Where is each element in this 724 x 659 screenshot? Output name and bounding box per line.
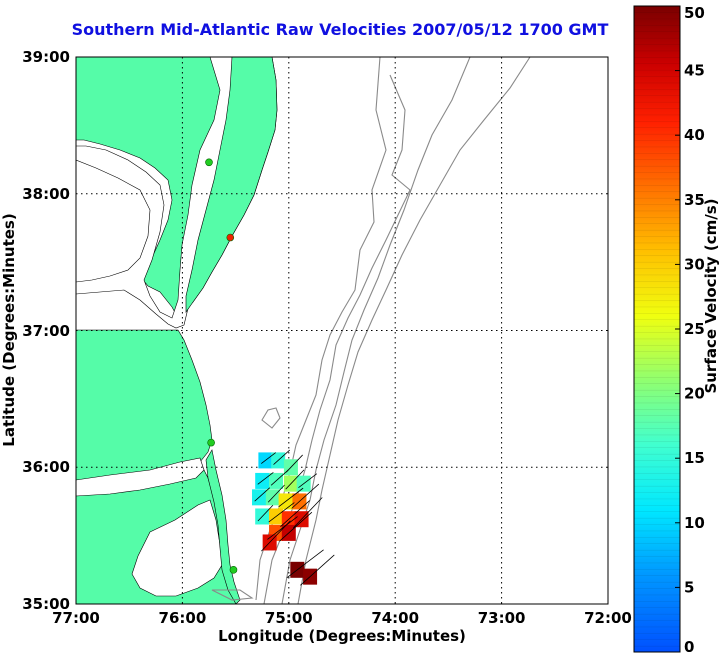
colorbar-bands bbox=[634, 6, 680, 652]
velocity-arrow bbox=[257, 472, 274, 485]
colorbar-tick-label: 5 bbox=[684, 578, 694, 596]
x-axis-label: Longitude (Degrees:Minutes) bbox=[218, 627, 466, 645]
velocity-arrow bbox=[279, 511, 313, 542]
station-marker bbox=[205, 158, 213, 167]
colorbar-tick-label: 40 bbox=[684, 126, 705, 144]
radar-stations bbox=[205, 158, 238, 574]
colorbar-tick-label: 45 bbox=[684, 62, 705, 80]
colorbar-ticks: 0 5 10 15 20 25 30 35 40 45 50 bbox=[675, 4, 705, 656]
velocity-arrow bbox=[291, 483, 320, 509]
colorbar-tick-label: 50 bbox=[684, 4, 705, 22]
map-title: Southern Mid-Atlantic Raw Velocities 200… bbox=[71, 20, 609, 39]
velocity-field bbox=[252, 449, 335, 586]
velocity-arrow bbox=[267, 484, 285, 503]
colorbar-tick-label: 25 bbox=[684, 320, 705, 338]
x-axis: 77:00 76:00 75:00 74:00 73:00 72:00 Long… bbox=[52, 609, 632, 645]
velocity-arrow bbox=[300, 554, 335, 586]
x-tick-label: 76:00 bbox=[159, 609, 207, 627]
y-tick-label: 37:00 bbox=[22, 322, 70, 340]
velocity-arrow bbox=[267, 516, 298, 540]
colorbar-tick-label: 20 bbox=[684, 385, 705, 403]
colorbar-tick-label: 10 bbox=[684, 514, 705, 532]
velocity-arrow bbox=[280, 500, 310, 527]
velocity-arrow bbox=[285, 454, 303, 473]
velocity-arrow bbox=[286, 549, 324, 579]
y-tick-label: 38:00 bbox=[22, 185, 70, 203]
y-axis: 39:00 38:00 37:00 36:00 35:00 Latitude (… bbox=[0, 48, 70, 613]
outer-banks bbox=[205, 449, 241, 604]
x-tick-label: 77:00 bbox=[52, 609, 100, 627]
y-tick-label: 36:00 bbox=[22, 458, 70, 476]
velocity-arrow bbox=[257, 504, 274, 522]
velocity-arrow bbox=[268, 502, 295, 523]
velocity-arrow bbox=[261, 520, 291, 552]
x-tick-label: 73:00 bbox=[478, 609, 526, 627]
velocity-arrow bbox=[278, 487, 304, 508]
y-tick-label: 35:00 bbox=[22, 595, 70, 613]
y-tick-label: 39:00 bbox=[22, 48, 70, 66]
colorbar-tick-label: 35 bbox=[684, 191, 705, 209]
land-delmarva bbox=[185, 57, 278, 313]
x-tick-label: 72:00 bbox=[584, 609, 632, 627]
station-marker bbox=[226, 233, 235, 242]
velocity-arrow bbox=[270, 469, 289, 486]
colorbar-label: Surface Velocity (cm/s) bbox=[702, 198, 720, 393]
y-axis-label: Latitude (Degrees:Minutes) bbox=[0, 213, 18, 446]
x-tick-label: 75:00 bbox=[265, 609, 313, 627]
station-marker bbox=[207, 438, 215, 447]
x-tick-label: 74:00 bbox=[371, 609, 419, 627]
velocity-arrow bbox=[298, 473, 318, 488]
colorbar-tick-label: 0 bbox=[684, 638, 694, 656]
grid-lines bbox=[76, 57, 608, 604]
velocity-arrow bbox=[261, 452, 276, 464]
pamlico-sound bbox=[131, 499, 223, 597]
velocity-arrow bbox=[293, 497, 323, 529]
colorbar-tick-label: 30 bbox=[684, 255, 705, 273]
velocity-arrow bbox=[273, 449, 290, 465]
map-frame bbox=[75, 56, 609, 605]
velocity-arrow bbox=[254, 487, 271, 502]
velocity-arrow bbox=[285, 469, 305, 490]
colorbar-tick-label: 15 bbox=[684, 449, 705, 467]
colorbar: 0 5 10 15 20 25 30 35 40 45 50 Surface Velocity (c… bbox=[633, 4, 720, 656]
station-marker bbox=[229, 566, 238, 574]
